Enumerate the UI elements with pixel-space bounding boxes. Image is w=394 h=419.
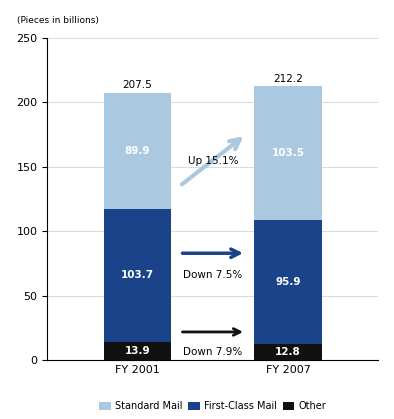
Bar <box>254 220 322 344</box>
Text: 212.2: 212.2 <box>273 74 303 84</box>
Text: 103.7: 103.7 <box>121 271 154 280</box>
Text: Up 15.1%: Up 15.1% <box>188 156 238 166</box>
Legend: Standard Mail, First-Class Mail, Other: Standard Mail, First-Class Mail, Other <box>96 398 330 415</box>
Text: 207.5: 207.5 <box>123 80 152 90</box>
Text: 95.9: 95.9 <box>275 277 301 287</box>
Bar <box>104 93 171 209</box>
Text: 103.5: 103.5 <box>271 148 305 158</box>
Text: (Pieces in billions): (Pieces in billions) <box>17 16 99 25</box>
Text: Down 7.5%: Down 7.5% <box>183 270 242 280</box>
Bar <box>104 209 171 342</box>
Text: 89.9: 89.9 <box>125 145 150 155</box>
Text: Down 7.9%: Down 7.9% <box>183 347 242 357</box>
Text: 13.9: 13.9 <box>125 347 151 357</box>
Bar <box>254 344 322 360</box>
Text: Mail Mix Comparison: Mail Mix Comparison <box>6 9 162 22</box>
Bar <box>254 86 322 220</box>
Bar <box>104 342 171 360</box>
Text: 12.8: 12.8 <box>275 347 301 357</box>
